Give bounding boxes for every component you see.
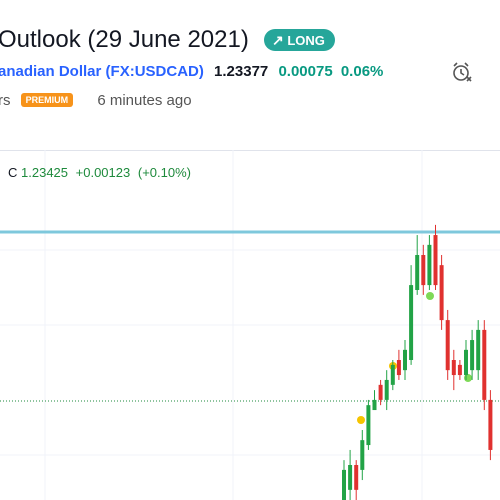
change-pct: 0.06% <box>340 63 384 80</box>
candle-body <box>415 255 420 290</box>
long-badge[interactable]: ↗ LONG <box>264 29 335 51</box>
candle-body <box>470 340 475 371</box>
candle-body <box>390 364 395 385</box>
candle-body <box>488 399 493 450</box>
candle-body <box>372 399 377 411</box>
symbol-code[interactable]: (FX:USDCAD) <box>105 63 204 80</box>
candle-body <box>348 465 353 490</box>
candle-body <box>451 360 456 376</box>
candle-body <box>378 384 383 400</box>
chart: C 1.23425 +0.00123 (+0.10%) <box>0 150 500 500</box>
alert-icon[interactable] <box>450 60 474 84</box>
candle-body <box>457 364 462 376</box>
candle-body <box>354 465 359 490</box>
change: 0.00075 <box>278 63 333 80</box>
price: 1.23377 <box>214 63 269 80</box>
idea-title: Outlook (29 June 2021) <box>0 26 249 53</box>
ohlc-legend: C 1.23425 +0.00123 (+0.10%) <box>8 165 191 180</box>
candle-body <box>427 244 432 286</box>
candle-body <box>439 265 444 321</box>
badge-text: LONG <box>287 33 325 48</box>
author[interactable]: rs <box>0 92 11 109</box>
candle-body <box>464 349 468 376</box>
candle-body <box>433 235 438 286</box>
candle-body <box>445 320 450 371</box>
candle-body <box>403 349 407 371</box>
symbol-row: anadian Dollar (FX:USDCAD) 1.23377 0.000… <box>0 63 383 80</box>
symbol-name[interactable]: anadian Dollar <box>0 63 102 80</box>
time: 6 minutes ago <box>97 92 192 109</box>
candle-body <box>360 440 365 470</box>
candle-body <box>366 405 371 446</box>
candle-body <box>476 329 481 371</box>
candle-body <box>396 360 401 376</box>
candle-body <box>342 469 346 500</box>
author-row: rs PREMIUM 6 minutes ago <box>0 92 192 109</box>
premium-badge: PREMIUM <box>20 93 74 107</box>
candle-body <box>482 329 487 400</box>
grid <box>0 150 500 500</box>
candle-body <box>409 285 414 360</box>
candle-body <box>421 255 426 286</box>
candle-body <box>384 379 389 400</box>
